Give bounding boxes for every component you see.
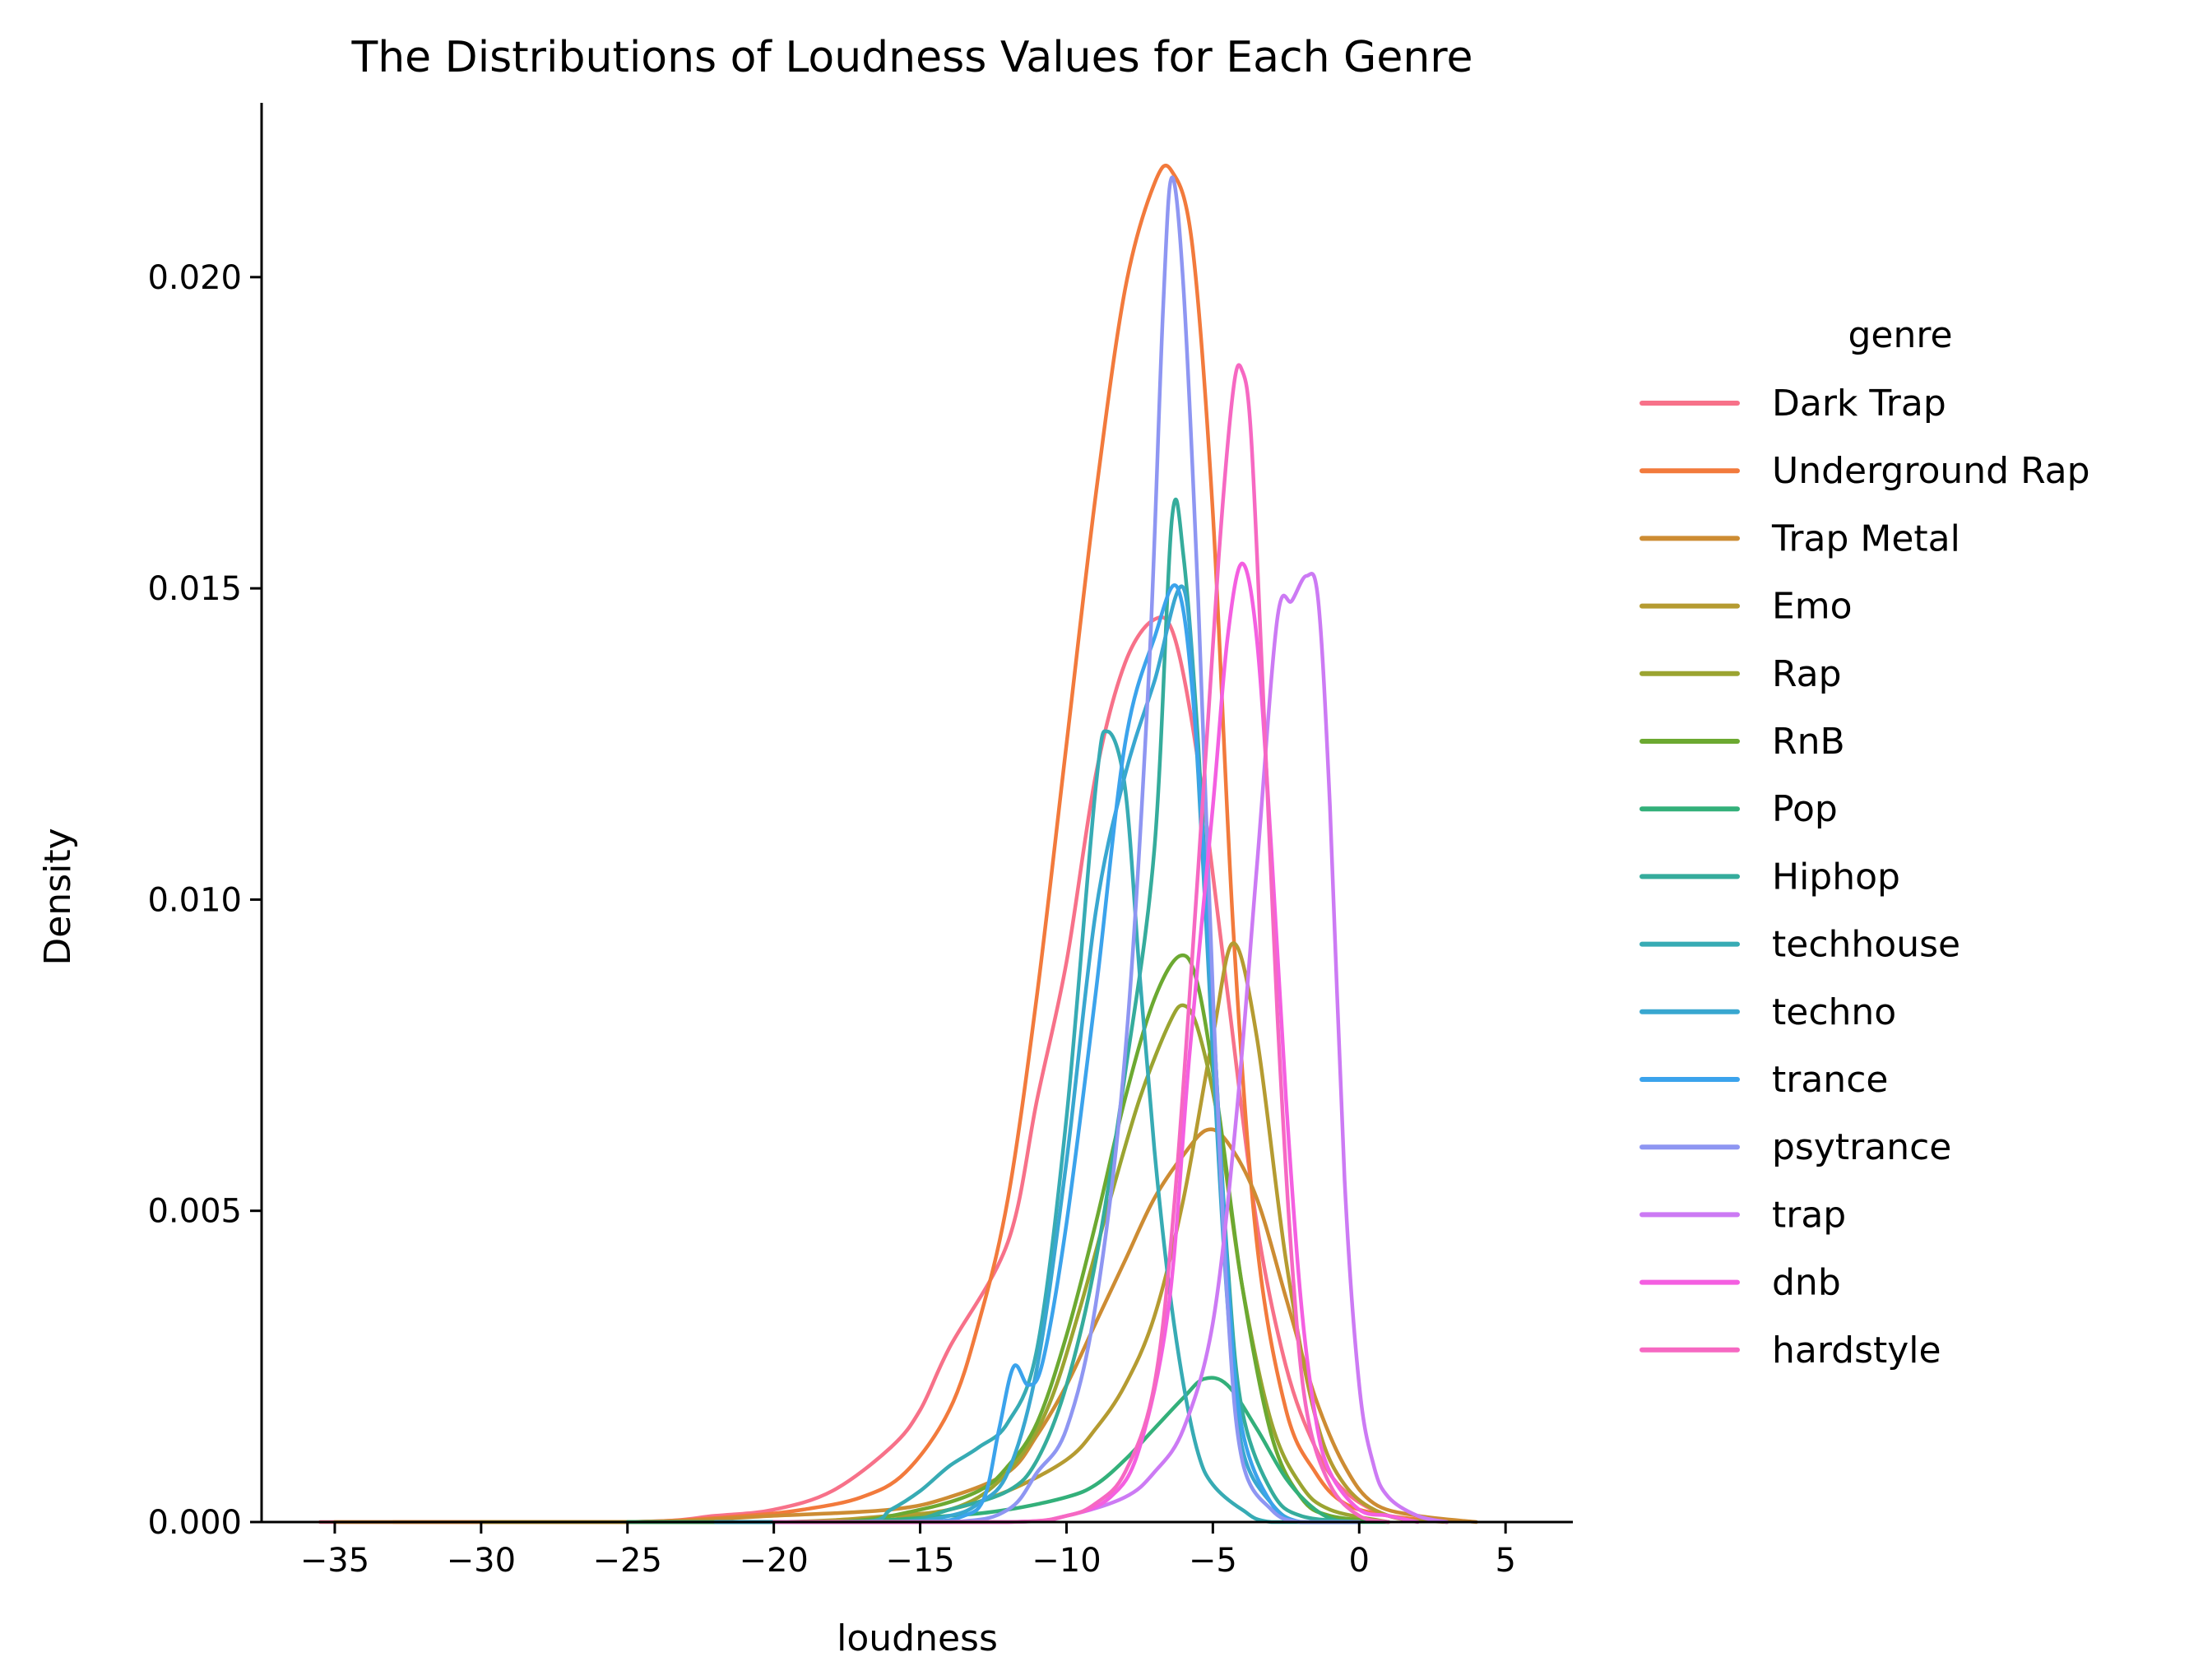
- series-line-rnb: [625, 953, 1391, 1525]
- legend-label: Underground Rap: [1772, 450, 2090, 492]
- x-ticks: −35 −30 −25 −20 −15 −10 −5 0 5: [300, 1522, 1516, 1580]
- legend-entry: psytrance: [1639, 1126, 1951, 1168]
- legend-entry: techhouse: [1639, 924, 1960, 966]
- legend-label: Hiphop: [1772, 856, 1900, 898]
- x-tick-label: −25: [593, 1542, 662, 1580]
- legend-entry: techno: [1639, 991, 1896, 1033]
- x-tick-label: −5: [1189, 1542, 1237, 1580]
- legend-label: techno: [1772, 991, 1896, 1033]
- legend-label: Emo: [1772, 586, 1853, 628]
- legend-entry: dnb: [1639, 1262, 1841, 1304]
- y-ticks: 0.000 0.005 0.010 0.015 0.020: [147, 259, 262, 1542]
- legend-entry: Hiphop: [1639, 856, 1900, 898]
- legend-label: techhouse: [1772, 924, 1960, 966]
- x-tick-label: −30: [447, 1542, 516, 1580]
- legend-label: psytrance: [1772, 1126, 1951, 1168]
- legend-entry: Trap Metal: [1639, 517, 1960, 559]
- legend-label: dnb: [1772, 1262, 1841, 1304]
- series-line-trap: [772, 572, 1449, 1525]
- legend-entry: trap: [1639, 1194, 1846, 1236]
- series-line-trap-metal: [332, 1127, 1478, 1525]
- legend-entry: Emo: [1639, 586, 1853, 628]
- y-tick-label: 0.000: [147, 1504, 242, 1542]
- legend-entry: hardstyle: [1639, 1330, 1941, 1371]
- series-line-hardstyle: [772, 363, 1391, 1525]
- y-tick-label: 0.020: [147, 259, 242, 297]
- legend-title: genre: [1848, 314, 1952, 356]
- chart-title: The Distributions of Loudness Values for…: [350, 33, 1473, 82]
- legend-entry: Underground Rap: [1639, 450, 2090, 492]
- legend: genre Dark Trap Underground Rap Trap Metal…: [1639, 314, 2090, 1371]
- x-tick-label: −20: [739, 1542, 808, 1580]
- y-axis-label: Density: [37, 828, 79, 965]
- legend-entry: RnB: [1639, 721, 1845, 763]
- x-tick-label: −15: [885, 1542, 954, 1580]
- legend-entry: trance: [1639, 1059, 1888, 1101]
- x-tick-label: 5: [1495, 1542, 1515, 1580]
- legend-label: Pop: [1772, 788, 1838, 830]
- y-tick-label: 0.015: [147, 570, 242, 608]
- plot-lines: [318, 163, 1478, 1525]
- legend-label: Dark Trap: [1772, 383, 1946, 425]
- legend-label: RnB: [1772, 721, 1845, 763]
- legend-entry: Dark Trap: [1639, 383, 1946, 425]
- series-line-emo: [479, 941, 1449, 1525]
- series-line-psytrance: [772, 175, 1361, 1525]
- series-line-dnb: [772, 561, 1420, 1525]
- x-tick-label: −35: [300, 1542, 369, 1580]
- legend-label: trap: [1772, 1194, 1846, 1236]
- legend-label: Rap: [1772, 653, 1842, 695]
- x-tick-label: 0: [1349, 1542, 1370, 1580]
- x-axis-label: loudness: [837, 1617, 998, 1659]
- legend-label: trance: [1772, 1059, 1888, 1101]
- series-line-techhouse: [713, 729, 1361, 1525]
- y-tick-label: 0.010: [147, 881, 242, 919]
- legend-label: hardstyle: [1772, 1330, 1941, 1371]
- legend-entry: Pop: [1639, 788, 1838, 830]
- series-line-dark-trap: [318, 615, 1449, 1525]
- x-tick-label: −10: [1032, 1542, 1101, 1580]
- series-line-trance: [772, 583, 1361, 1525]
- legend-label: Trap Metal: [1771, 517, 1960, 559]
- y-tick-label: 0.005: [147, 1193, 242, 1231]
- series-line-underground-rap: [391, 163, 1449, 1525]
- legend-entry: Rap: [1639, 653, 1842, 695]
